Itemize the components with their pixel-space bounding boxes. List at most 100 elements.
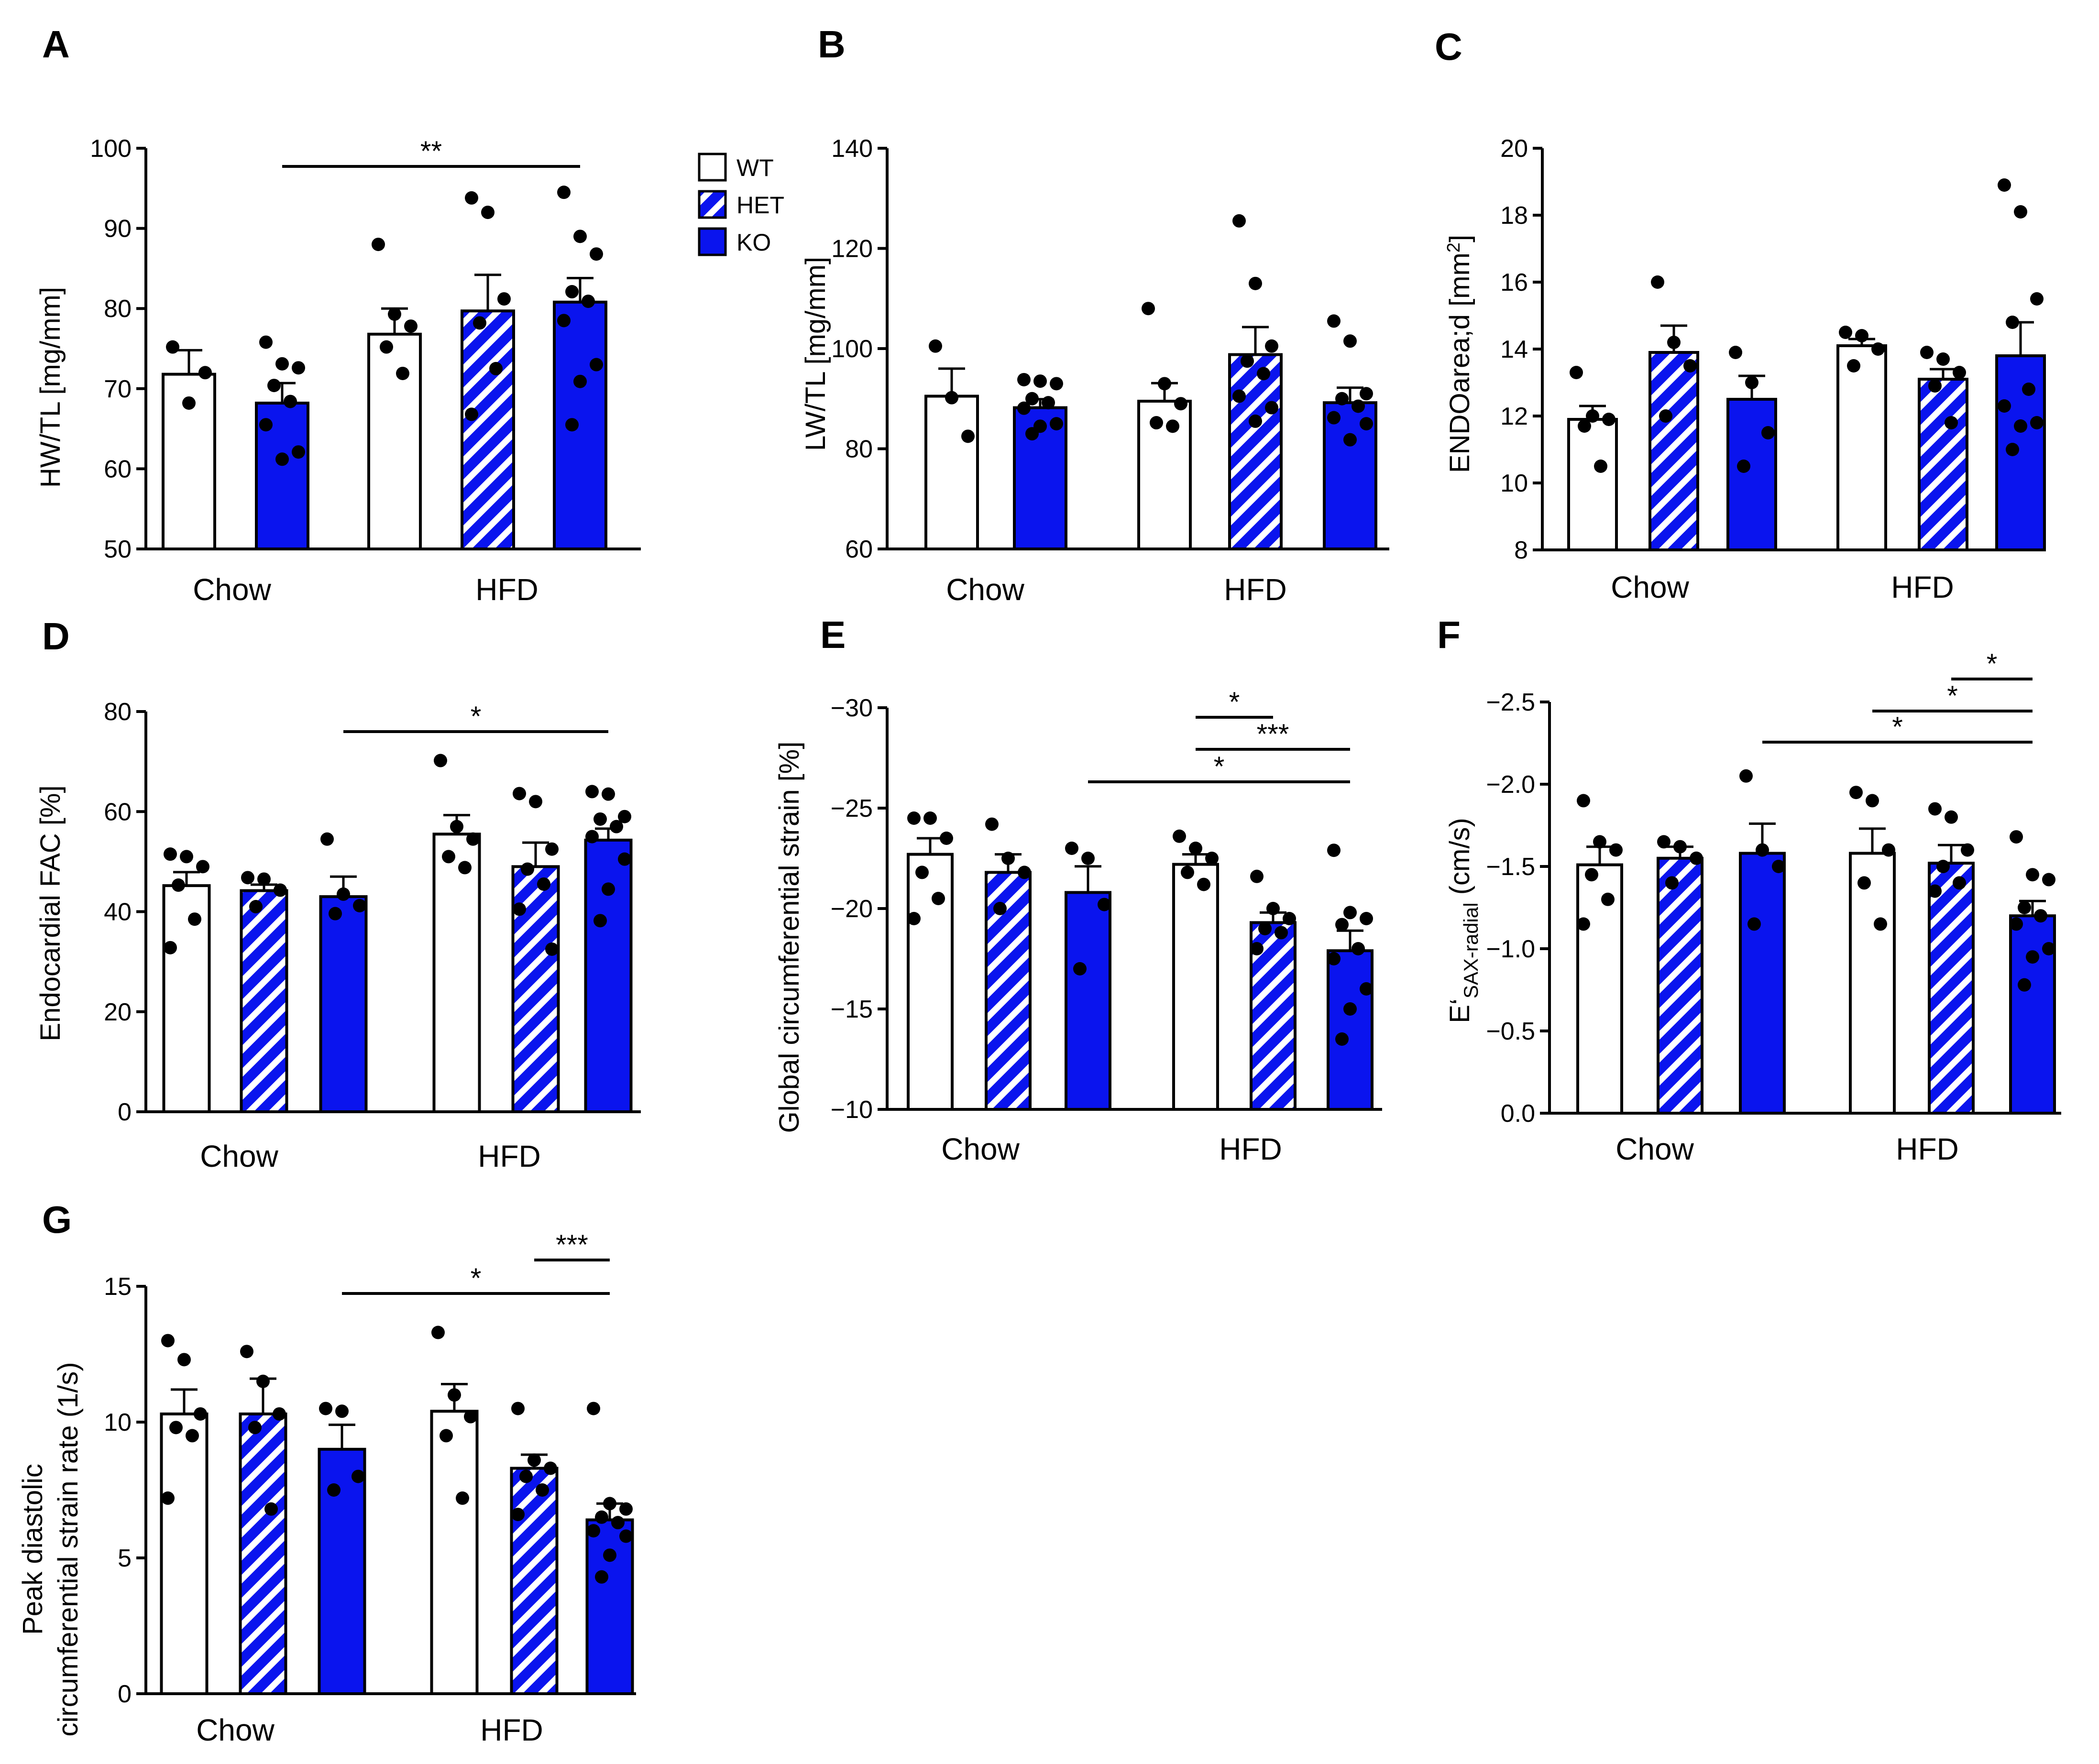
- y-tick-label: 10: [1500, 470, 1528, 497]
- data-point: [1594, 460, 1607, 473]
- data-point: [388, 307, 401, 321]
- panel-b: B LW/TL [mg/mm] Chow HFD 60 80 100 120 140: [800, 23, 1389, 607]
- data-point: [602, 882, 615, 896]
- legend-swatch-het: [698, 190, 727, 219]
- data-point: [458, 861, 472, 875]
- data-point: [1577, 794, 1590, 808]
- bar: [1739, 852, 1786, 1115]
- y-tick-label: 140: [831, 135, 873, 163]
- data-point: [1593, 835, 1606, 849]
- group-label-hfd: HFD: [1896, 1132, 1959, 1166]
- data-point: [1166, 419, 1179, 433]
- y-tick-label: −1.0: [1486, 935, 1535, 963]
- data-point: [257, 872, 271, 886]
- data-point: [1570, 366, 1583, 379]
- data-point: [1756, 843, 1769, 857]
- bar: [1995, 354, 2046, 551]
- data-point: [241, 871, 254, 885]
- bar: [1567, 418, 1618, 551]
- bar: [553, 300, 607, 550]
- y-tick-label: 18: [1500, 202, 1528, 230]
- bar-chow-het: [240, 871, 288, 1113]
- data-point: [1327, 314, 1341, 328]
- data-point: [1928, 379, 1942, 393]
- data-point: [1882, 843, 1895, 857]
- y-tick-label: −2.0: [1486, 771, 1535, 799]
- data-point: [1659, 409, 1672, 423]
- bar: [907, 853, 954, 1111]
- data-point: [1936, 860, 1950, 873]
- data-point: [1250, 869, 1264, 883]
- legend-swatch-ko: [698, 227, 727, 256]
- data-point: [1761, 426, 1775, 439]
- data-point: [434, 754, 447, 767]
- y-tick-label: −15: [831, 996, 873, 1023]
- legend-label-wt: WT: [736, 154, 774, 181]
- bar-chow-ko: [1739, 769, 1786, 1115]
- significance-label: ***: [556, 1229, 588, 1260]
- y-tick-label: 60: [845, 536, 873, 563]
- data-point: [1953, 366, 1966, 379]
- bar-hfd-ko: [2009, 830, 2056, 1115]
- bar: [319, 895, 368, 1114]
- bar-chow-wt: [160, 1334, 209, 1695]
- bar: [318, 1447, 366, 1696]
- group-label-hfd: HFD: [478, 1139, 541, 1173]
- legend-item-het: HET: [698, 190, 784, 219]
- legend-swatch-wt: [698, 153, 727, 182]
- data-point: [273, 1407, 286, 1421]
- data-point: [1174, 397, 1187, 411]
- data-point: [1683, 359, 1697, 373]
- data-point: [1673, 840, 1687, 854]
- data-point: [2018, 978, 2031, 992]
- bar-chow-ko: [1065, 842, 1111, 1111]
- data-point: [1928, 802, 1942, 816]
- data-point: [585, 785, 599, 799]
- data-point: [593, 812, 607, 826]
- data-point: [1335, 1032, 1349, 1046]
- panel-letter-d: D: [42, 615, 70, 657]
- bar: [584, 838, 633, 1113]
- data-point: [1335, 918, 1349, 931]
- data-point: [249, 900, 263, 914]
- data-point: [1283, 912, 1296, 925]
- legend-label-het: HET: [736, 192, 784, 219]
- data-point: [1585, 868, 1598, 882]
- legend-item-wt: WT: [698, 153, 774, 182]
- data-point: [198, 366, 212, 380]
- data-point: [442, 850, 455, 864]
- significance-label: *: [1947, 680, 1958, 712]
- data-point: [545, 842, 559, 856]
- data-point: [1945, 416, 1958, 429]
- data-point: [1586, 409, 1599, 423]
- data-point: [1953, 876, 1966, 890]
- data-point: [1181, 866, 1194, 879]
- data-point: [2042, 873, 2055, 887]
- panel-letter-b: B: [818, 23, 846, 66]
- data-point: [1241, 354, 1254, 368]
- y-axis-title: Endocardial FAC [%]: [35, 785, 66, 1041]
- data-point: [450, 820, 463, 833]
- bar-hfd-wt: [1836, 326, 1887, 551]
- data-point: [1158, 377, 1171, 391]
- bar: [1657, 856, 1703, 1115]
- y-tick-label: 0: [118, 1680, 132, 1708]
- data-point: [292, 361, 305, 375]
- y-tick-label: 80: [104, 295, 132, 323]
- y-tick-label: 5: [118, 1545, 132, 1572]
- data-point: [1142, 302, 1155, 316]
- data-point: [1945, 810, 1958, 824]
- bar: [1836, 344, 1887, 551]
- group-label-chow: Chow: [946, 572, 1024, 607]
- y-tick-label: 16: [1500, 269, 1528, 296]
- y-tick-label: −10: [831, 1096, 873, 1124]
- significance-label: *: [1229, 687, 1240, 718]
- data-point: [565, 285, 579, 299]
- legend-item-ko: KO: [698, 227, 771, 256]
- data-point: [466, 832, 480, 846]
- data-point: [1275, 926, 1288, 940]
- data-point: [1098, 898, 1111, 911]
- data-point: [582, 295, 595, 308]
- data-point: [1335, 392, 1349, 405]
- y-tick-label: 100: [90, 135, 132, 163]
